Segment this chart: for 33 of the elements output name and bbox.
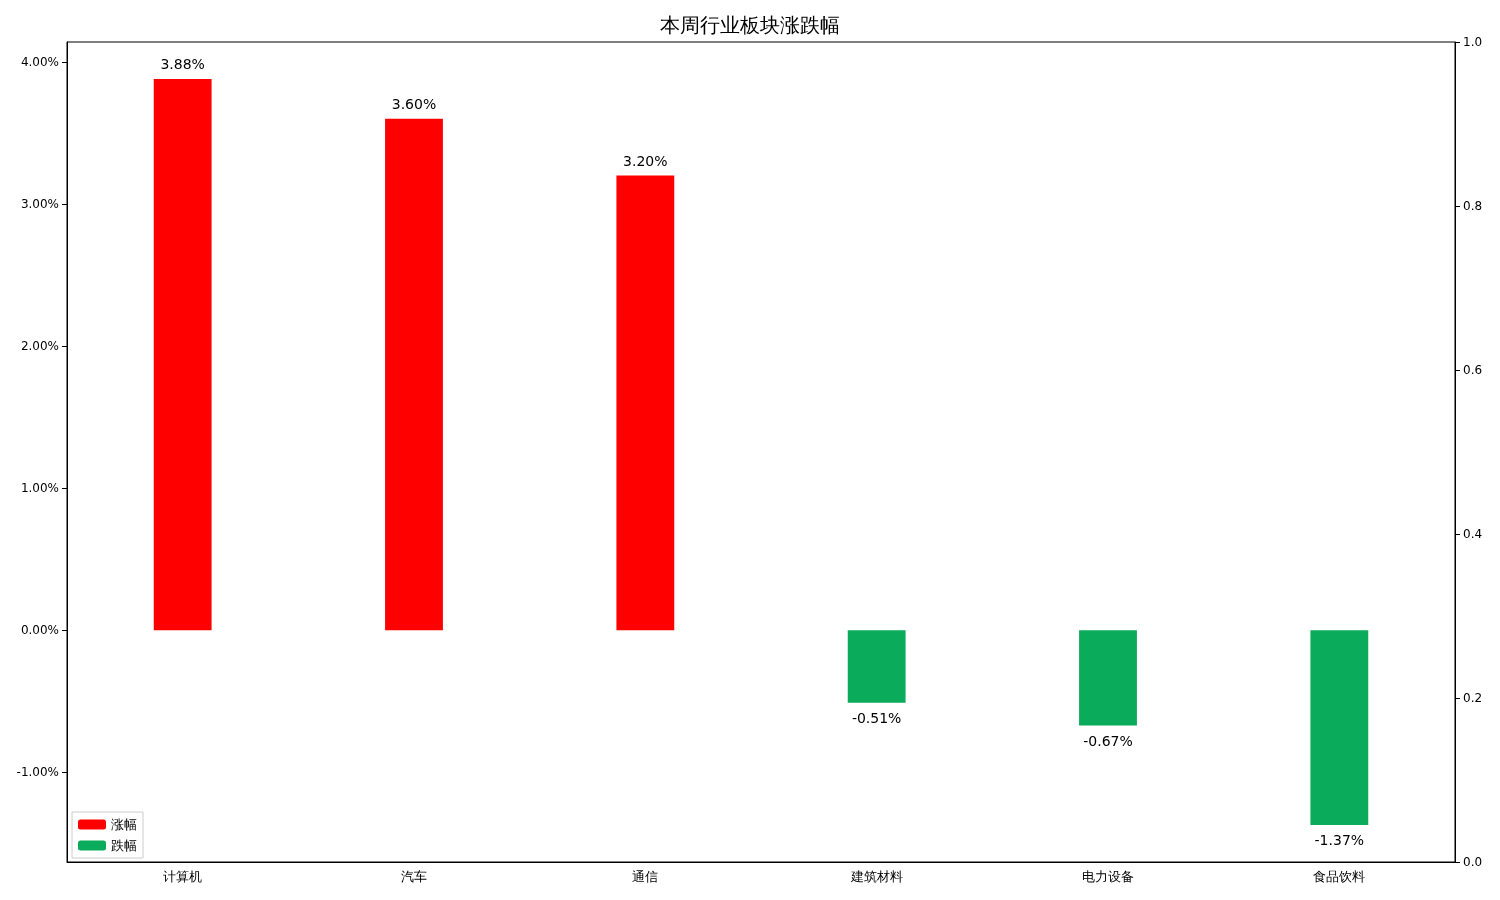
data-label: 3.88% [160, 55, 205, 72]
chart-title: 本周行业板块涨跌幅 [660, 13, 840, 37]
bar [847, 630, 906, 703]
x-tick-label: 电力设备 [1082, 869, 1134, 884]
bar [1079, 630, 1137, 726]
y-tick-label: 1.00% [20, 481, 59, 496]
bar [616, 175, 675, 631]
x-tick-label: 计算机 [163, 869, 203, 884]
bar [385, 118, 443, 631]
bar [153, 78, 212, 631]
y-tick-label: 4.00% [20, 54, 59, 69]
y-tick-label: 3.00% [20, 197, 59, 212]
y2-tick-label: 0.8 [1463, 199, 1483, 213]
x-tick-label: 通信 [632, 869, 659, 884]
y-tick-label: 2.00% [20, 339, 59, 354]
x-tick-label: 食品饮料 [1313, 869, 1366, 884]
y-tick-label: -1.00% [16, 765, 59, 780]
legend-label: 跌幅 [111, 838, 137, 853]
y2-tick-label: 0.4 [1463, 527, 1483, 541]
x-tick-label: 建筑材料 [849, 869, 903, 884]
y2-tick-label: 0.2 [1463, 691, 1483, 705]
y-tick-label: 0.00% [20, 623, 59, 638]
data-label: -1.37% [1314, 832, 1365, 849]
data-label: 3.60% [391, 95, 437, 112]
y2-tick-label: 0.0 [1463, 855, 1483, 869]
y2-tick-label: 0.6 [1463, 363, 1483, 377]
legend-label: 涨幅 [111, 817, 137, 832]
data-label: -0.51% [851, 709, 902, 726]
x-tick-label: 汽车 [401, 869, 427, 884]
bar [1310, 630, 1369, 826]
data-label: -0.67% [1083, 732, 1133, 749]
data-label: 3.20% [623, 152, 668, 169]
y2-tick-label: 1.0 [1463, 35, 1483, 49]
